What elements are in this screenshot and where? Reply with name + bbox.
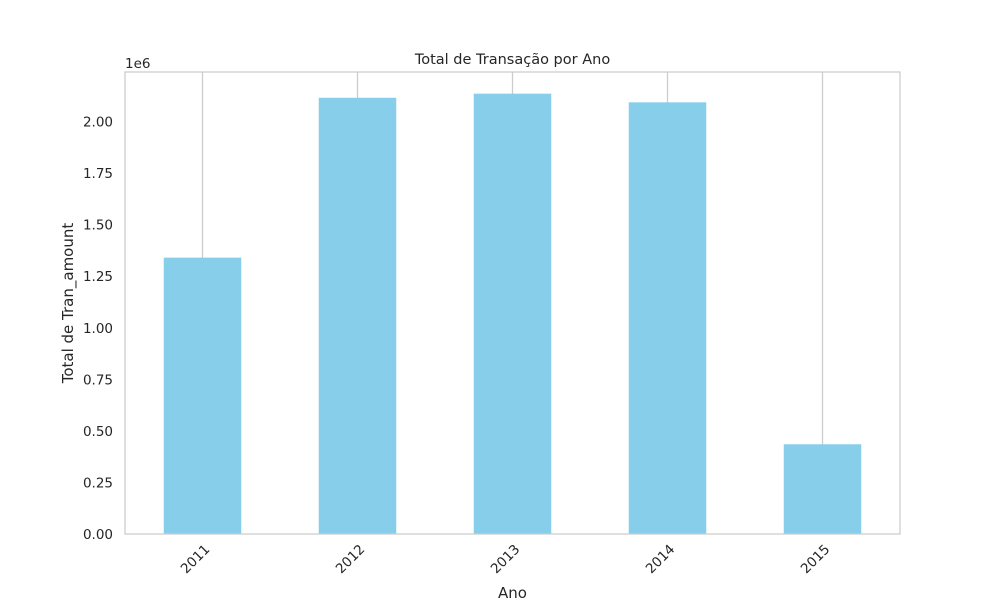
y-axis-label: Total de Tran_amount	[59, 223, 78, 385]
bars	[163, 93, 862, 534]
y-tick-label: 2.00	[83, 115, 113, 131]
chart-title: Total de Transação por Ano	[414, 52, 611, 68]
bar-2015	[783, 444, 862, 534]
y-offset-label: 1e6	[125, 56, 150, 72]
x-tick-label-2013: 2013	[488, 542, 524, 578]
y-tick-label: 0.75	[83, 372, 113, 388]
y-tick-label: 0.00	[83, 527, 113, 543]
bar-2012	[318, 97, 397, 534]
x-tick-label-2012: 2012	[333, 542, 369, 578]
y-tick-label: 1.50	[83, 218, 113, 234]
x-axis-label: Ano	[498, 584, 527, 600]
y-tick-label: 1.75	[83, 166, 113, 182]
x-tick-label-2011: 2011	[178, 542, 214, 578]
bar-2013	[473, 93, 552, 534]
y-tick-label: 0.25	[83, 475, 113, 491]
x-ticks: 2011 2012 2013 2014 2015	[178, 542, 834, 578]
y-tick-label: 1.00	[83, 321, 113, 337]
y-tick-label: 1.25	[83, 269, 113, 285]
bar-2014	[628, 102, 707, 534]
plot-frame	[124, 71, 901, 535]
y-ticks: 0.00 0.25 0.50 0.75 1.00 1.25 1.50 1.75 2.00	[83, 115, 113, 544]
bar-2011	[163, 257, 242, 534]
y-tick-label: 0.50	[83, 424, 113, 440]
x-tick-label-2014: 2014	[643, 542, 679, 578]
x-tick-label-2015: 2015	[798, 542, 834, 578]
